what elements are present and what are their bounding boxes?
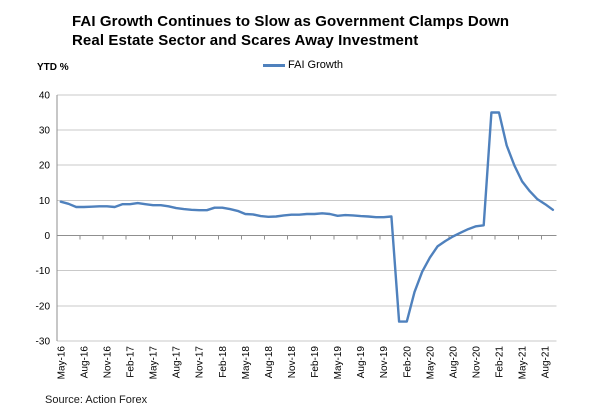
chart-title: FAI Growth Continues to Slow as Governme…	[72, 12, 592, 50]
x-tick-label: Nov-20	[472, 346, 483, 379]
y-tick-label: 20	[39, 161, 51, 172]
x-tick-label: Nov-17	[195, 346, 206, 379]
x-tick-label: Feb-20	[402, 346, 413, 378]
x-tick-label: Feb-21	[495, 346, 506, 378]
legend-line-swatch	[263, 63, 285, 67]
source-note: Source: Action Forex	[45, 394, 148, 406]
x-tick-label: Nov-19	[379, 346, 390, 379]
x-tick-label: Aug-20	[448, 346, 459, 379]
y-tick-label: 10	[39, 196, 51, 207]
x-tick-label: Aug-17	[172, 346, 183, 379]
x-tick-label: May-19	[333, 346, 344, 380]
y-tick-label: 40	[39, 90, 51, 101]
x-tick-label: Feb-17	[126, 346, 137, 378]
x-tick-label: May-20	[425, 346, 436, 380]
legend: FAI Growth	[263, 58, 343, 72]
y-tick-label: -20	[36, 301, 51, 312]
chart-title-line1: FAI Growth Continues to Slow as Governme…	[72, 13, 510, 30]
fai-growth-line	[59, 111, 555, 323]
x-tick-label: Aug-19	[356, 346, 367, 379]
x-tick-label: Aug-18	[264, 346, 275, 379]
x-tick-label: May-16	[56, 346, 67, 380]
y-tick-label: -30	[36, 336, 51, 347]
x-tick-label: May-21	[518, 346, 529, 380]
y-axis-unit-label: YTD %	[37, 62, 69, 73]
x-tick-label: Nov-18	[287, 346, 298, 379]
y-tick-label: 30	[39, 126, 51, 137]
y-tick-label: 0	[44, 231, 50, 242]
legend-label: FAI Growth	[288, 59, 344, 71]
x-tick-label: Aug-21	[541, 346, 552, 379]
x-tick-label: Aug-16	[79, 346, 90, 379]
x-tick-label: Feb-18	[218, 346, 229, 378]
x-tick-label: May-18	[241, 346, 252, 380]
x-tick-label: Feb-19	[310, 346, 321, 378]
x-tick-label: May-17	[149, 346, 160, 380]
chart-title-line2: Real Estate Sector and Scares Away Inves…	[72, 32, 419, 49]
x-tick-label: Nov-16	[103, 346, 114, 379]
y-tick-label: -10	[36, 266, 51, 277]
